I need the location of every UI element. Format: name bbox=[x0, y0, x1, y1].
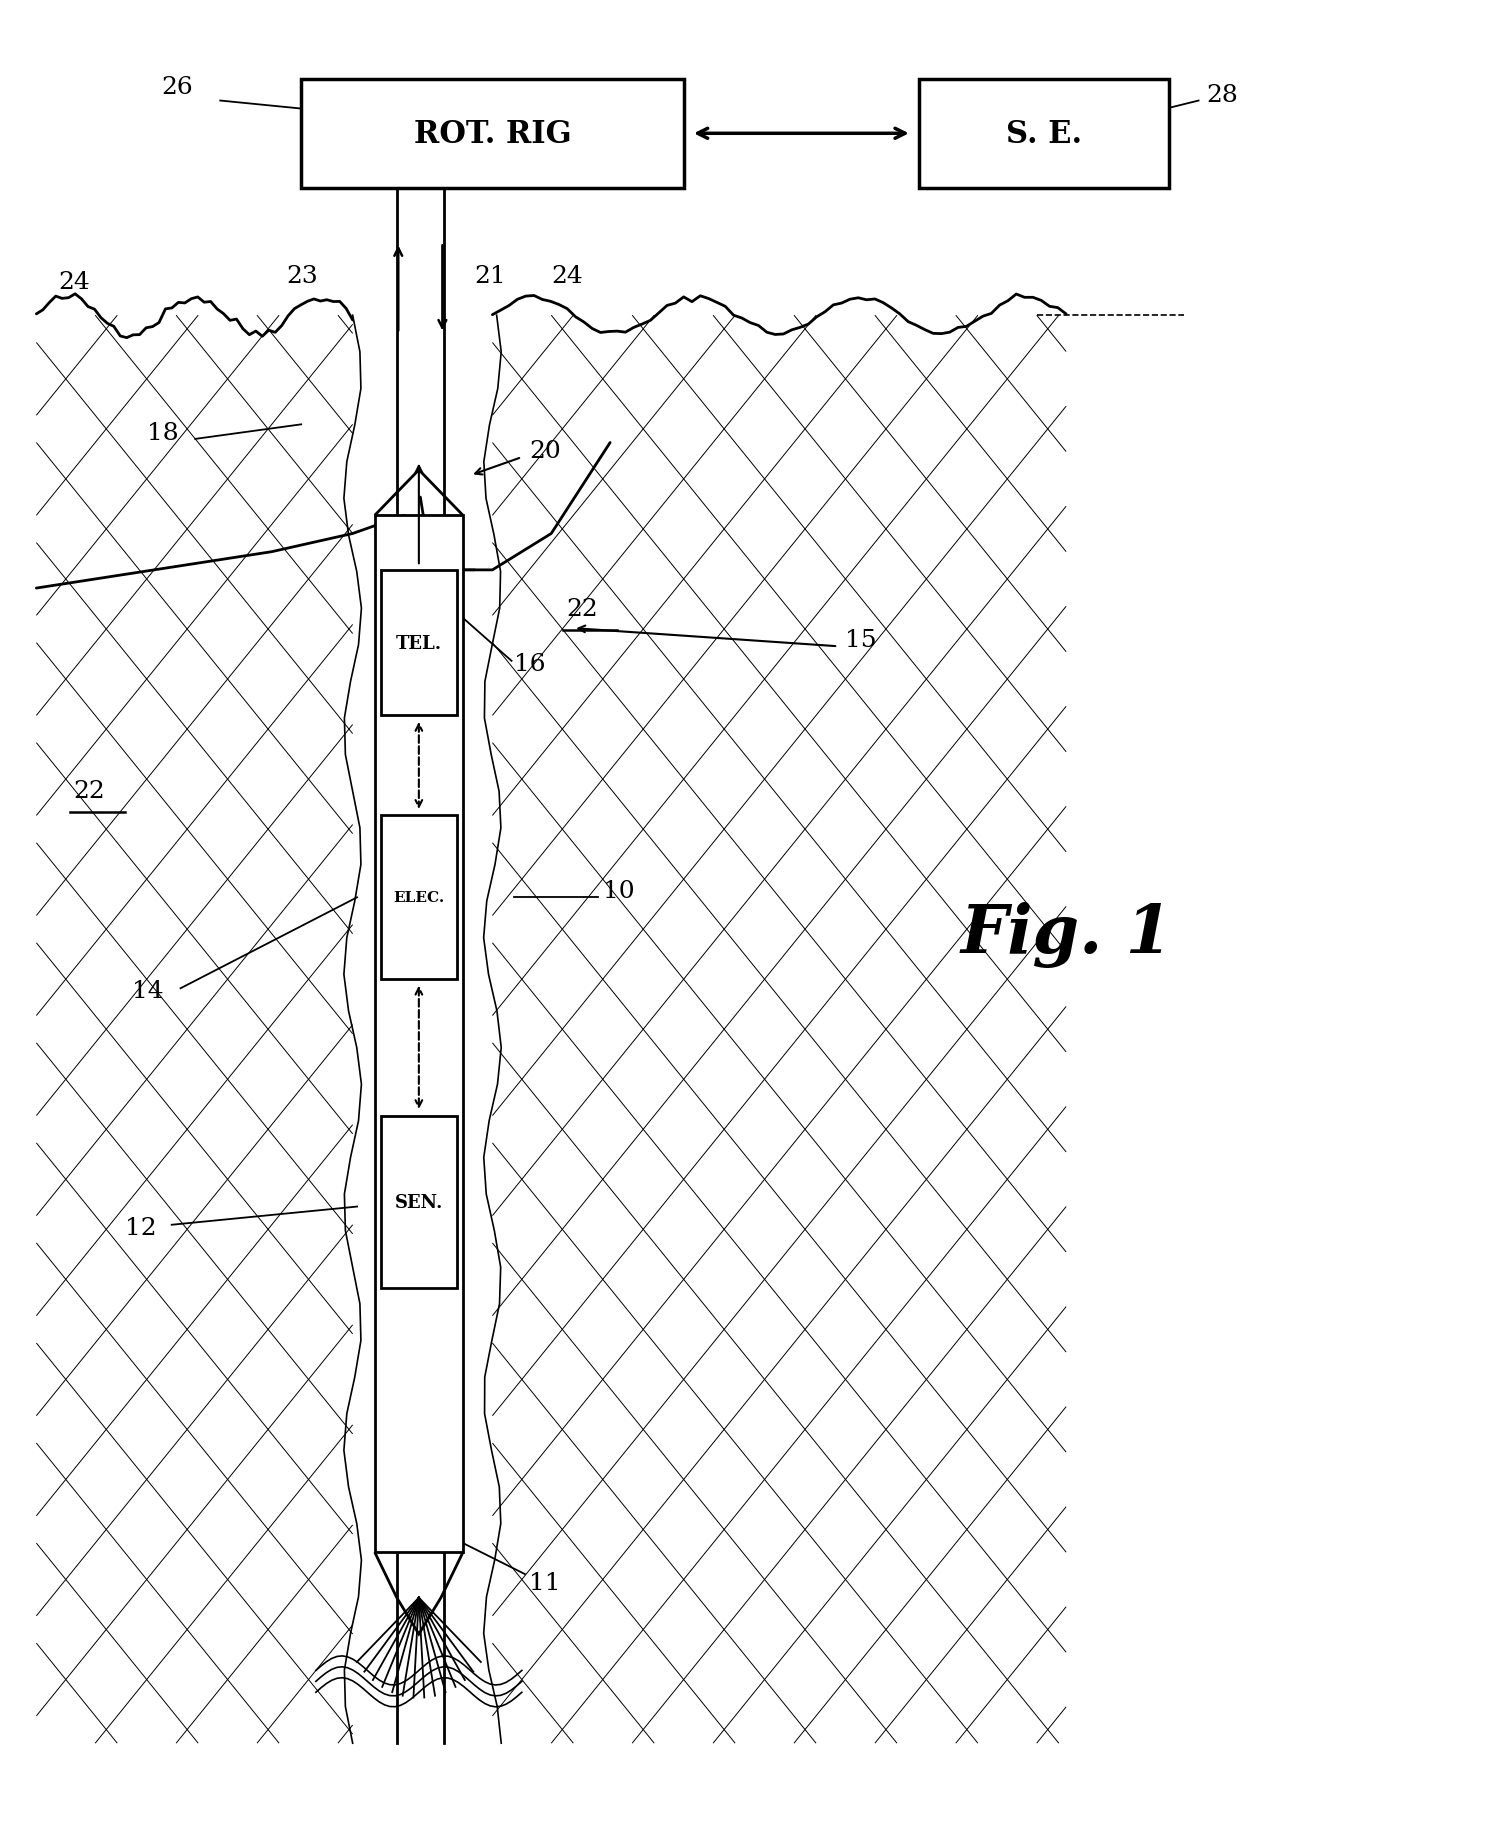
Text: 21: 21 bbox=[475, 266, 506, 288]
Text: 12: 12 bbox=[125, 1216, 156, 1238]
Bar bbox=[301, 79, 683, 189]
Text: SEN.: SEN. bbox=[395, 1193, 443, 1211]
Text: 22: 22 bbox=[566, 597, 598, 621]
Text: 24: 24 bbox=[58, 271, 91, 293]
Text: ROT. RIG: ROT. RIG bbox=[414, 119, 572, 150]
Bar bbox=[374, 517, 463, 1552]
Text: 11: 11 bbox=[529, 1570, 561, 1594]
Text: 26: 26 bbox=[162, 77, 193, 99]
Text: Fig. 1: Fig. 1 bbox=[961, 901, 1172, 967]
Text: 10: 10 bbox=[603, 879, 634, 903]
Text: 28: 28 bbox=[1206, 84, 1237, 106]
Text: 23: 23 bbox=[287, 266, 318, 288]
Text: 20: 20 bbox=[529, 440, 561, 463]
Text: 24: 24 bbox=[551, 266, 584, 288]
Text: ELEC.: ELEC. bbox=[394, 890, 444, 905]
Bar bbox=[380, 570, 457, 716]
Text: 16: 16 bbox=[514, 652, 546, 676]
Bar bbox=[919, 79, 1169, 189]
Bar bbox=[380, 815, 457, 980]
Text: S. E.: S. E. bbox=[1005, 119, 1083, 150]
Text: 22: 22 bbox=[73, 780, 105, 802]
Text: 15: 15 bbox=[845, 628, 878, 652]
Text: 18: 18 bbox=[147, 421, 178, 445]
Bar bbox=[380, 1116, 457, 1288]
Text: TEL.: TEL. bbox=[396, 634, 443, 652]
Text: 14: 14 bbox=[132, 980, 163, 1002]
